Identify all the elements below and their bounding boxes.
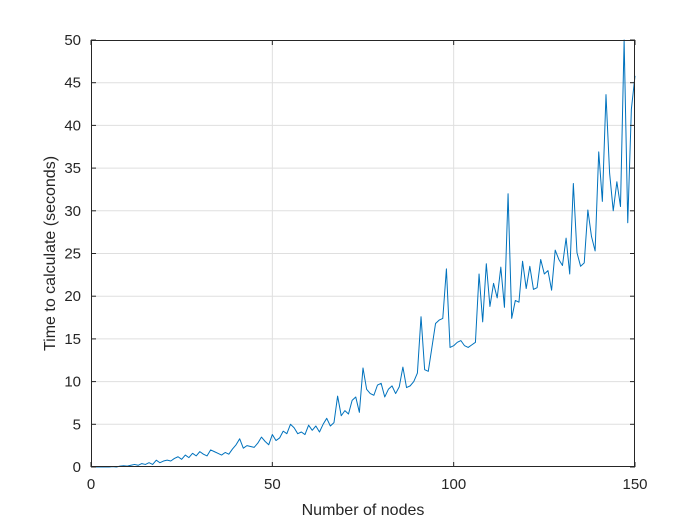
tick-labels: 0 50 100 150 0 5 10 15 20 25 30 35 40 45 50	[64, 32, 647, 493]
x-axis-label: Number of nodes	[302, 502, 425, 519]
axes	[90, 39, 636, 468]
y-tick-label: 20	[64, 288, 81, 305]
x-tick-label: 100	[441, 476, 466, 493]
y-tick-label: 40	[64, 117, 81, 134]
series-line	[94, 39, 636, 468]
y-tick-label: 45	[64, 75, 81, 92]
y-tick-label: 0	[73, 459, 81, 476]
x-tick-label: 0	[87, 476, 95, 493]
x-tick-label: 150	[622, 476, 647, 493]
y-tick-label: 5	[73, 416, 81, 433]
series-layer	[94, 39, 636, 468]
y-tick-label: 30	[64, 203, 81, 220]
y-tick-label: 10	[64, 374, 81, 391]
x-tick-label: 50	[264, 476, 281, 493]
y-tick-label: 15	[64, 331, 81, 348]
y-tick-label: 50	[64, 32, 81, 49]
y-tick-label: 25	[64, 246, 81, 263]
grid-lines	[91, 40, 635, 467]
y-tick-label: 35	[64, 160, 81, 177]
y-axis-label: Time to calculate (seconds)	[42, 156, 59, 351]
